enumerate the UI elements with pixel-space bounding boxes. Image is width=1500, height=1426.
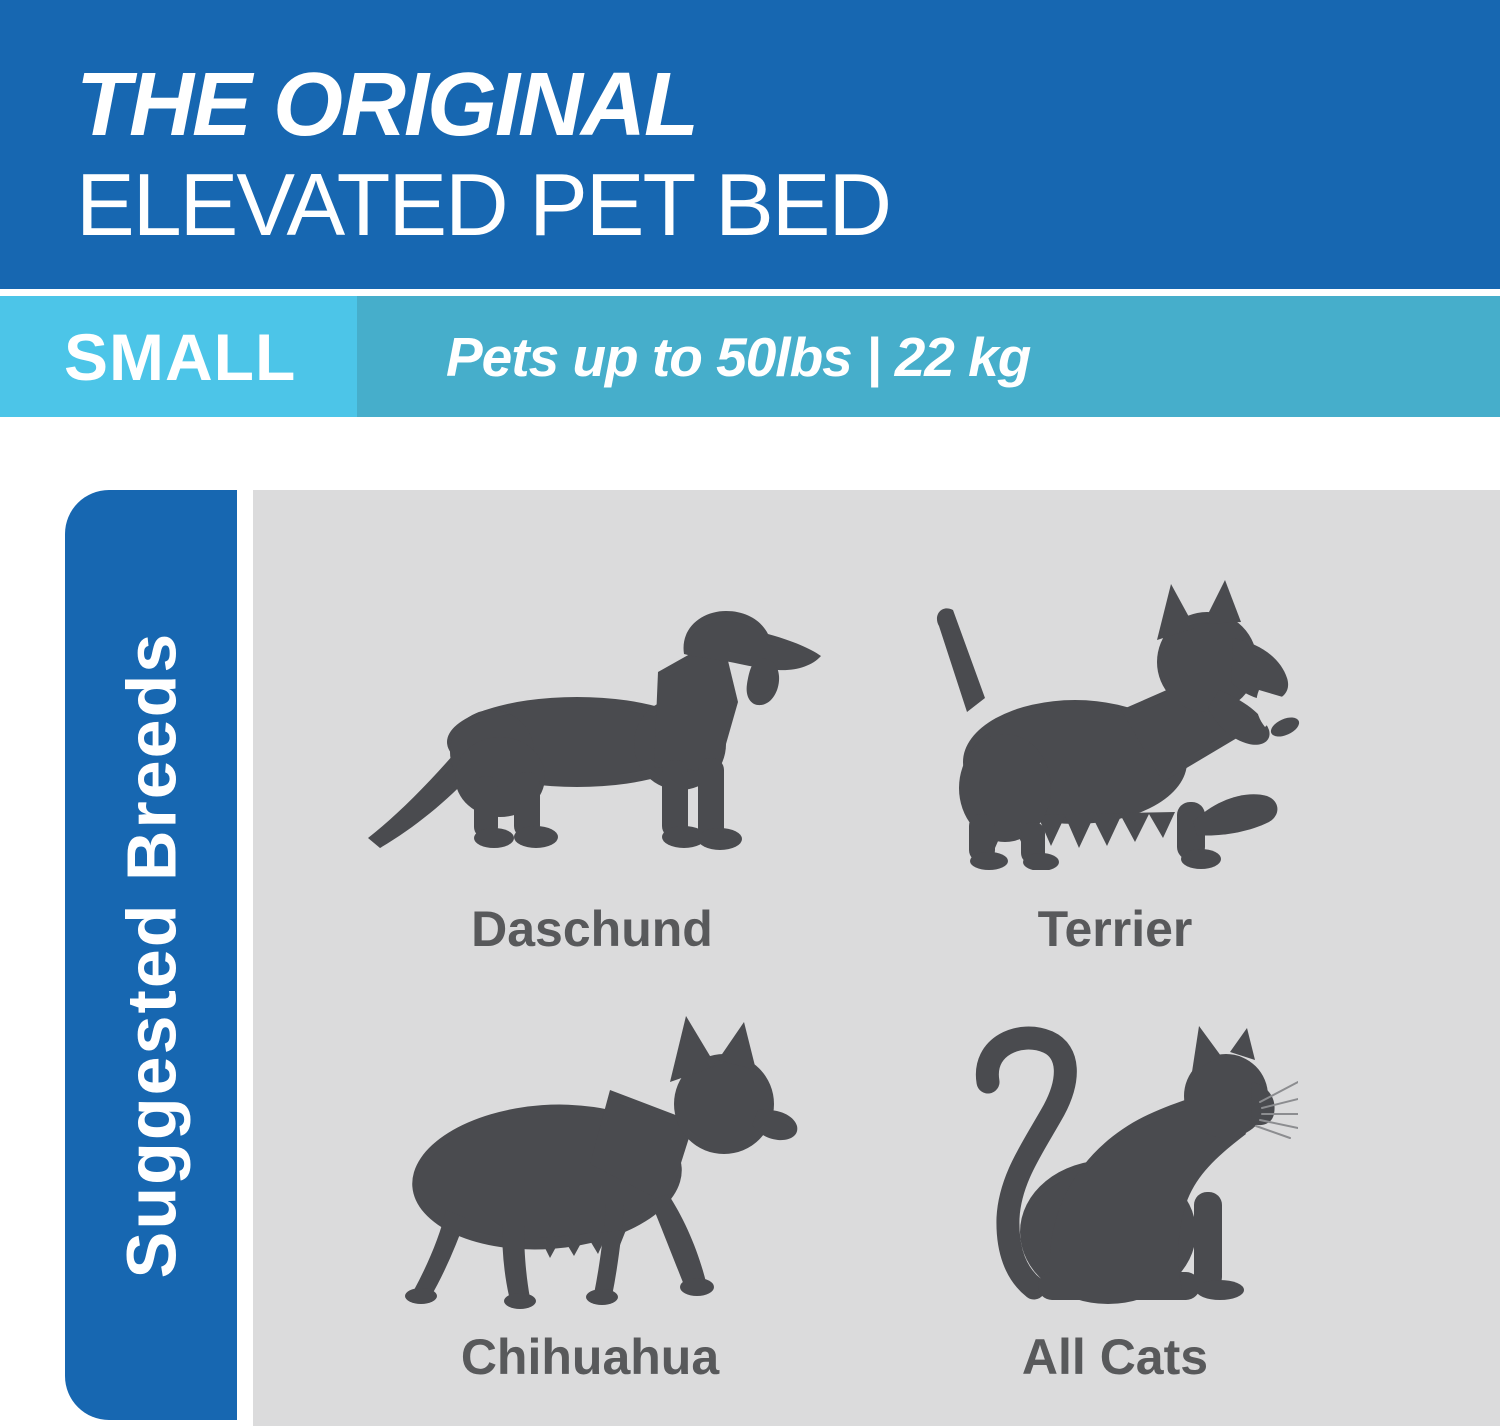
- cat-whiskers: [1255, 1081, 1298, 1139]
- suggested-breeds-sidebar: Suggested Breeds: [65, 490, 237, 1420]
- product-title-emphasis: THE ORIGINAL: [76, 55, 699, 155]
- terrier-silhouette-icon: [925, 580, 1345, 870]
- size-badge: SMALL: [0, 296, 357, 417]
- size-badge-label: SMALL: [64, 319, 297, 394]
- product-title-name: ELEVATED PET BED: [76, 154, 892, 254]
- capacity-text: Pets up to 50lbs | 22 kg: [446, 325, 1031, 388]
- header-banner: THE ORIGINAL ELEVATED PET BED: [0, 0, 1500, 289]
- breed-label-chihuahua: Chihuahua: [460, 1329, 720, 1385]
- breed-label-daschund: Daschund: [471, 901, 713, 957]
- daschund-silhouette-icon: [362, 592, 822, 852]
- breed-label-terrier: Terrier: [1037, 901, 1193, 957]
- breed-label-all-cats: All Cats: [1021, 1329, 1209, 1385]
- breeds-panel: [253, 490, 1500, 1426]
- sidebar-vertical-label: Suggested Breeds: [112, 631, 190, 1279]
- chihuahua-silhouette-icon: [372, 1012, 812, 1312]
- cat-silhouette-icon: [958, 1022, 1298, 1312]
- product-title: THE ORIGINAL ELEVATED PET BED: [76, 55, 892, 254]
- size-bar: SMALL Pets up to 50lbs | 22 kg: [0, 296, 1500, 417]
